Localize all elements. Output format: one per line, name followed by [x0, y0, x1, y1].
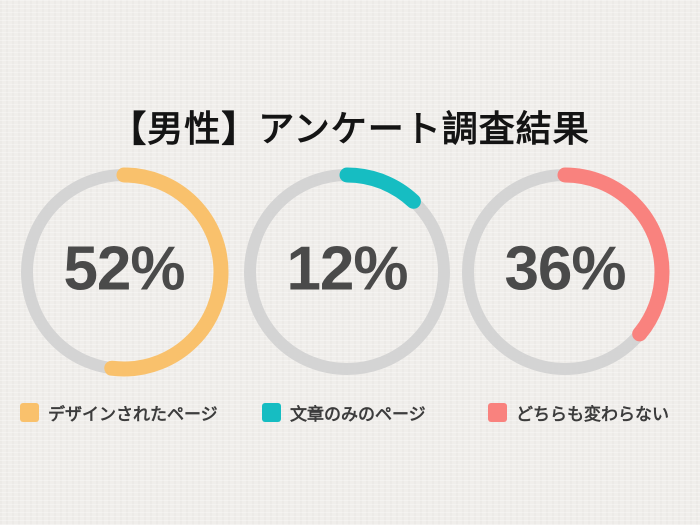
donut-gauge-text-only-page: 12% — [240, 165, 454, 379]
legend-label: デザインされたページ — [48, 404, 218, 424]
page-title: 【男性】アンケート調査結果 — [110, 108, 590, 149]
donut-gauge-no-change: 36% — [458, 165, 672, 379]
donut-percentage: 52% — [63, 234, 185, 304]
legend-item-no-change: どちらも変わらない — [488, 400, 669, 424]
legend-item-text-only-page: 文章のみのページ — [262, 400, 426, 424]
legend-label: どちらも変わらない — [516, 404, 669, 424]
legend-item-designed-page: デザインされたページ — [20, 400, 218, 424]
legend-swatch-red — [488, 402, 507, 422]
donut-ring-chart — [19, 167, 229, 377]
legend-swatch-teal — [262, 402, 281, 422]
legend-swatch-orange — [20, 402, 39, 422]
donut-percentage: 36% — [504, 234, 626, 304]
donut-ring-chart — [242, 167, 452, 377]
donut-percentage: 12% — [286, 234, 408, 304]
legend-label: 文章のみのページ — [290, 404, 426, 424]
donut-ring-chart — [460, 167, 670, 377]
donut-gauge-designed-page: 52% — [17, 165, 231, 379]
